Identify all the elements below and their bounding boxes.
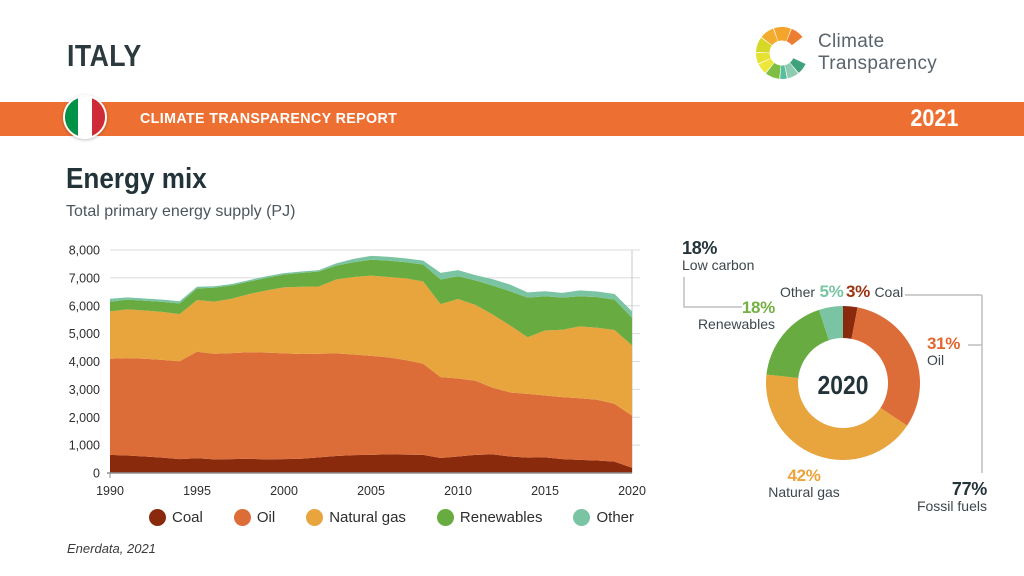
- legend-swatch-icon: [573, 509, 591, 526]
- logo-line2: Transparency: [818, 53, 938, 74]
- svg-text:3,000: 3,000: [69, 383, 100, 397]
- label-coal: 3% Coal: [846, 282, 904, 301]
- flag-stripe-white: [78, 97, 92, 137]
- area-series-natural-gas: [110, 275, 632, 416]
- svg-text:0: 0: [93, 467, 100, 481]
- svg-text:2000: 2000: [270, 484, 298, 498]
- logo-line1: Climate: [818, 31, 885, 52]
- legend-label: Coal: [172, 509, 203, 526]
- energy-mix-area-chart: 0 1,000 2,000 3,000 4,000 5,000 6,000 7,000 8,00…: [69, 244, 646, 499]
- label-oil: 31% Oil: [927, 334, 961, 368]
- section-subtitle: Total primary energy supply (PJ): [66, 203, 296, 220]
- section-title: Energy mix: [66, 163, 207, 195]
- legend-swatch-icon: [306, 509, 324, 526]
- legend-label: Renewables: [459, 509, 543, 526]
- italy-flag-icon: [63, 95, 107, 139]
- label-natural-gas: 42% Natural gas: [768, 466, 840, 500]
- svg-text:2015: 2015: [531, 484, 559, 498]
- flag-stripe-green: [65, 97, 79, 137]
- svg-text:1,000: 1,000: [69, 439, 100, 453]
- legend-label: Natural gas: [329, 509, 406, 526]
- svg-text:1995: 1995: [183, 484, 211, 498]
- svg-text:6,000: 6,000: [69, 299, 100, 313]
- svg-text:1990: 1990: [96, 484, 124, 498]
- svg-text:4,000: 4,000: [69, 355, 100, 369]
- flag-stripe-red: [91, 97, 105, 137]
- area-series-renewables: [110, 259, 632, 346]
- svg-text:2,000: 2,000: [69, 411, 100, 425]
- svg-text:2020: 2020: [618, 484, 646, 498]
- legend-swatch-icon: [149, 509, 166, 526]
- country-title: ITALY: [67, 38, 142, 73]
- area-series-coal: [110, 454, 632, 473]
- logo-wordmark: Climate Transparency: [818, 31, 937, 75]
- label-other: Other 5%: [780, 282, 844, 301]
- legend-item-coal: Coal: [149, 509, 203, 526]
- legend-item-renewables: Renewables: [436, 509, 543, 526]
- donut-center-year: 2020: [817, 370, 869, 400]
- label-renewables: 18% Renewables: [697, 298, 775, 332]
- legend-item-other: Other: [573, 509, 634, 526]
- legend-item-natural-gas: Natural gas: [306, 509, 406, 526]
- banner-title: CLIMATE TRANSPARENCY REPORT: [140, 110, 398, 127]
- svg-text:5,000: 5,000: [69, 327, 100, 341]
- area-series-oil: [110, 351, 632, 468]
- report-banner: CLIMATE TRANSPARENCY REPORT 2021: [0, 102, 1024, 136]
- climate-transparency-logo-icon: [756, 27, 806, 79]
- banner-year: 2021: [909, 105, 958, 132]
- legend-swatch-icon: [436, 509, 454, 526]
- legend-label: Oil: [256, 509, 276, 526]
- chart-source: Enerdata, 2021: [67, 541, 156, 556]
- legend-swatch-icon: [233, 509, 251, 526]
- svg-text:2005: 2005: [357, 484, 385, 498]
- legend-item-oil: Oil: [233, 509, 276, 526]
- energy-mix-donut-panel: 18% Low carbon Other 5% 3% Coal 18% Rene…: [660, 238, 1024, 538]
- svg-text:7,000: 7,000: [69, 271, 100, 285]
- energy-mix-donut-chart: [683, 277, 983, 473]
- svg-text:8,000: 8,000: [69, 244, 100, 258]
- legend-label: Other: [596, 509, 634, 526]
- label-fossil-fuels: 77% Fossil fuels: [916, 479, 987, 514]
- area-series-other: [110, 255, 632, 318]
- label-low-carbon: 18% Low carbon: [682, 238, 755, 273]
- chart-legend: Coal Oil Natural gas Renewables Other: [149, 509, 634, 526]
- svg-text:2010: 2010: [444, 484, 472, 498]
